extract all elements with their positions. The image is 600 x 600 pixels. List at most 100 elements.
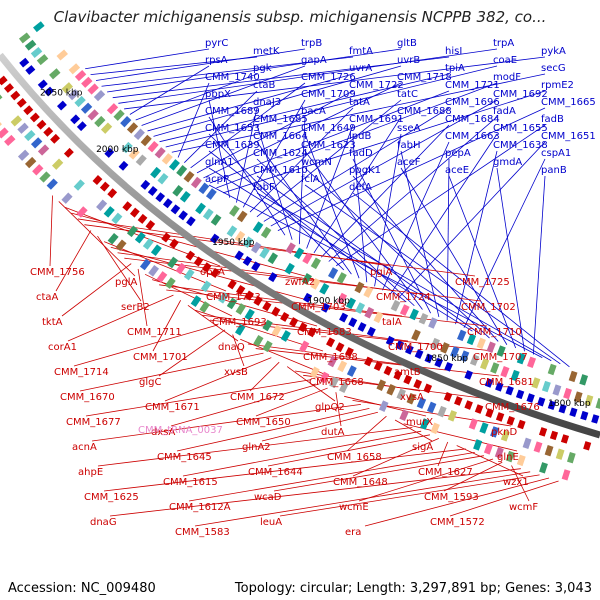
forward-gene-label: metK [253, 46, 280, 57]
reverse-gene-label: pglA [115, 277, 137, 288]
forward-label-line [129, 65, 210, 115]
feature-mark [179, 190, 191, 203]
feature-mark [175, 262, 187, 275]
feature-mark [591, 414, 600, 424]
feature-mark [469, 354, 480, 366]
reverse-gene-label: CMM_1702 [461, 302, 516, 313]
forward-gene-label: pepA [445, 148, 471, 159]
feature-mark [289, 317, 299, 328]
feature-mark [200, 280, 212, 293]
feature-mark [457, 329, 467, 342]
forward-label-line [397, 141, 546, 299]
feature-mark [24, 129, 36, 142]
forward-label-line [135, 73, 258, 121]
feature-mark [490, 426, 500, 438]
feature-mark [566, 452, 576, 464]
forward-gene-label: ppgK1 [349, 165, 381, 176]
reverse-label-line [346, 415, 387, 452]
feature-mark [140, 179, 151, 190]
forward-gene-label: fadA [493, 106, 516, 117]
forward-gene-label: CMM_1639 [205, 140, 260, 151]
feature-mark [148, 264, 160, 277]
feature-mark [145, 220, 156, 231]
forward-gene-label: dnaJ3 [253, 97, 281, 108]
forward-label-line [256, 192, 552, 362]
reverse-label-line [109, 468, 521, 517]
feature-mark [234, 230, 246, 243]
reverse-label-line [279, 474, 540, 517]
feature-mark [552, 384, 562, 396]
feature-mark [193, 256, 204, 267]
forward-label-line [270, 99, 498, 227]
feature-mark [244, 290, 255, 301]
feature-mark [229, 205, 240, 217]
feature-mark [190, 295, 202, 307]
feature-mark [515, 389, 525, 400]
forward-gene-label: wcmN [301, 157, 332, 168]
feature-mark [155, 192, 166, 203]
feature-mark [386, 383, 396, 396]
feature-mark [87, 109, 99, 121]
forward-label-line [208, 167, 473, 332]
forward-label-line [256, 175, 482, 335]
feature-mark [156, 271, 168, 283]
feature-mark [285, 242, 296, 255]
forward-label-line [304, 167, 490, 339]
feature-mark [568, 370, 578, 383]
reverse-label-line [58, 201, 136, 277]
feature-mark [168, 159, 180, 171]
forward-gene-label: CMM_1721 [445, 80, 500, 91]
feature-mark [336, 272, 347, 284]
feature-mark [56, 100, 67, 111]
forward-gene-label: CMM_1665 [541, 97, 596, 108]
feature-mark [161, 232, 171, 243]
feature-mark [538, 427, 548, 437]
feature-mark [120, 115, 132, 128]
genome-backbone [0, 52, 600, 439]
forward-gene-label: trpB [301, 38, 322, 49]
feature-mark [115, 239, 127, 252]
feature-mark [271, 324, 282, 337]
forward-gene-label: glnA1 [205, 157, 234, 168]
feature-mark [170, 204, 181, 215]
feature-mark [310, 257, 321, 270]
forward-label-line [184, 90, 258, 163]
feature-mark [183, 268, 195, 281]
feature-mark [560, 434, 570, 444]
feature-mark [319, 283, 330, 295]
reverse-gene-label: CMM_1707 [473, 352, 528, 363]
reverse-label-line [267, 434, 431, 467]
forward-gene-label: cspA1 [541, 148, 571, 159]
reverse-label-line [97, 235, 142, 302]
feature-mark [373, 361, 383, 372]
feature-mark [364, 356, 373, 367]
feature-mark [517, 419, 526, 430]
forward-gene-label: gmdA [493, 157, 522, 168]
reverse-label-line [164, 357, 272, 402]
forward-label-line [196, 90, 354, 174]
reverse-gene-label: wcmE [339, 502, 369, 513]
feature-mark [195, 202, 206, 215]
feature-mark [337, 292, 348, 305]
feature-mark [161, 153, 173, 165]
forward-gene-label: tpiA [445, 63, 465, 74]
forward-label-line [256, 99, 402, 218]
feature-mark [111, 212, 123, 225]
forward-gene-label: lpdB [349, 131, 371, 142]
reverse-gene-label: CMM_1625 [84, 492, 139, 503]
feature-mark [113, 109, 125, 121]
feature-mark [3, 83, 14, 93]
feature-mark [94, 115, 106, 128]
forward-label-line [165, 65, 498, 148]
feature-mark [16, 97, 27, 108]
feature-mark [595, 398, 600, 410]
forward-gene-label: modF [493, 72, 521, 83]
feature-mark [147, 186, 158, 197]
reverse-gene-label: wzx1 [503, 477, 529, 488]
reverse-gene-label: glnA2 [242, 442, 271, 453]
forward-gene-label: uvrA [349, 63, 372, 74]
feature-mark [99, 181, 110, 192]
feature-mark [420, 418, 430, 430]
feature-mark [364, 306, 375, 319]
feature-mark [485, 408, 494, 418]
